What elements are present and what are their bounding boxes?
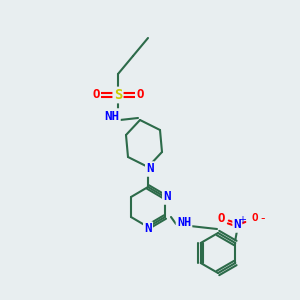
Text: O: O [136,88,144,101]
Text: NH: NH [177,215,191,229]
Text: N: N [144,223,152,236]
Text: -: - [260,212,265,226]
Text: O: O [92,88,100,101]
Text: N: N [234,218,241,232]
Text: O: O [252,213,259,223]
Text: +: + [238,215,246,225]
Text: N: N [146,163,154,176]
Text: NH: NH [104,110,119,122]
Text: S: S [114,88,122,102]
Text: O: O [218,212,225,224]
Text: N: N [163,190,171,203]
